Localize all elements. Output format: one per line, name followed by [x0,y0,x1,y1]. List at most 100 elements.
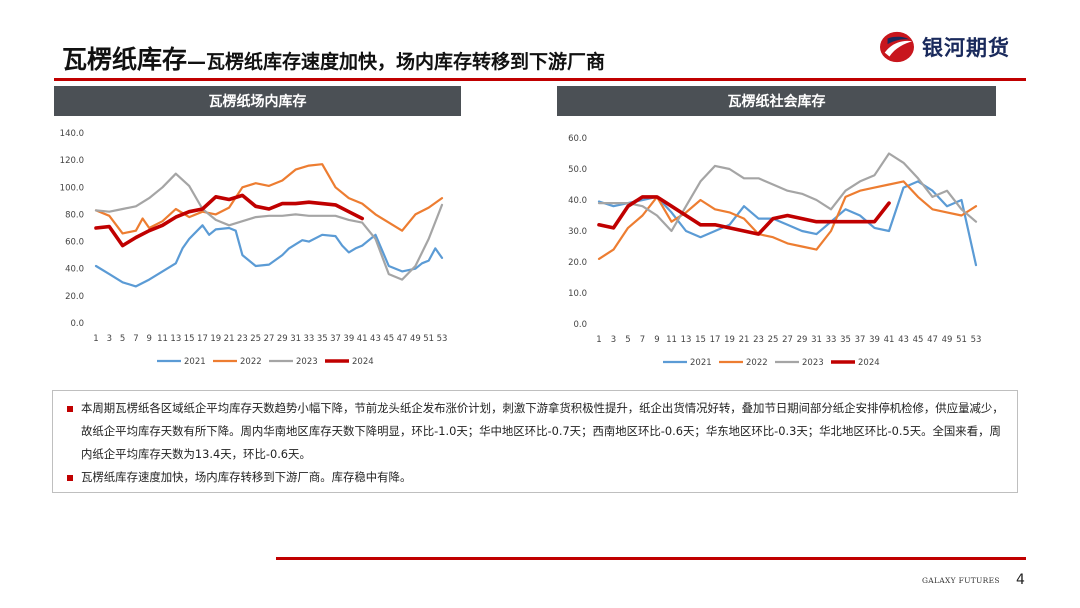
x-tick-label: 13 [170,334,181,344]
note-item: 瓦楞纸库存速度加快，场内库存转移到下游厂商。库存稳中有降。 [67,466,1007,489]
y-tick-label: 100.0 [60,183,84,193]
x-tick-label: 7 [133,334,138,344]
x-tick-label: 37 [330,334,341,344]
y-tick-label: 140.0 [60,129,84,139]
x-tick-label: 41 [357,334,368,344]
note-text: 瓦楞纸库存速度加快，场内库存转移到下游厂商。库存稳中有降。 [81,470,412,484]
y-tick-label: 30.0 [568,227,587,237]
x-tick-label: 15 [184,334,195,344]
x-tick-label: 43 [370,334,381,344]
legend-label-2024: 2024 [858,358,880,368]
logo-text: 银河期货 [922,36,1010,60]
x-tick-label: 35 [317,334,328,344]
chart-right-title: 瓦楞纸社会库存 [557,86,996,116]
y-tick-label: 50.0 [568,165,587,175]
x-tick-label: 19 [210,334,221,344]
series-line-2022 [597,180,978,260]
x-tick-label: 7 [640,335,645,345]
legend-label-2024: 2024 [352,357,374,367]
page-number: 4 [1016,572,1025,588]
legend-label-2023: 2023 [296,357,318,367]
y-tick-label: 20.0 [65,292,84,302]
x-tick-label: 11 [666,335,677,345]
company-logo: 银河期货 [878,28,1010,66]
x-tick-label: 3 [107,334,112,344]
y-tick-label: 10.0 [568,289,587,299]
series-line-2023 [94,172,444,281]
x-tick-label: 17 [710,335,721,345]
series-line-2024 [94,193,365,248]
header-divider [54,78,1026,81]
bullet-square-icon [67,406,73,412]
x-tick-label: 21 [224,334,235,344]
x-tick-label: 37 [855,335,866,345]
x-tick-label: 47 [927,335,938,345]
x-tick-label: 9 [147,334,152,344]
y-tick-label: 0.0 [573,320,587,330]
series-line-2023 [597,152,978,233]
x-tick-label: 27 [264,334,275,344]
y-tick-label: 40.0 [65,265,84,275]
x-tick-label: 27 [782,335,793,345]
x-tick-label: 29 [277,334,288,344]
series-line-2022 [94,163,444,235]
x-tick-label: 35 [840,335,851,345]
note-item: 本周期瓦楞纸各区域纸企平均库存天数趋势小幅下降，节前龙头纸企发布涨价计划，刺激下… [67,397,1007,466]
series-line-2021 [597,180,978,267]
x-tick-label: 5 [625,335,630,345]
x-tick-label: 5 [120,334,125,344]
bullet-square-icon [67,475,73,481]
page-title-sub: —瓦楞纸库存速度加快，场内库存转移到下游厂商 [187,51,606,73]
x-tick-label: 13 [681,335,692,345]
y-tick-label: 60.0 [568,134,587,144]
page-title: 瓦楞纸库存—瓦楞纸库存速度加快，场内库存转移到下游厂商 [62,40,605,76]
note-text: 本周期瓦楞纸各区域纸企平均库存天数趋势小幅下降，节前龙头纸企发布涨价计划，刺激下… [81,401,1004,461]
footer-divider [276,557,1026,560]
x-tick-label: 33 [304,334,315,344]
x-tick-label: 47 [397,334,408,344]
y-tick-label: 120.0 [60,156,84,166]
x-tick-label: 17 [197,334,208,344]
x-tick-label: 51 [956,335,967,345]
commentary-box: 本周期瓦楞纸各区域纸企平均库存天数趋势小幅下降，节前龙头纸企发布涨价计划，刺激下… [52,390,1018,493]
chart-social-inventory: 0.010.020.030.040.050.060.01 3 5 7 9 11 13 15 17… [568,134,982,368]
legend-label-2023: 2023 [802,358,824,368]
legend-label-2022: 2022 [746,358,768,368]
x-tick-label: 9 [654,335,659,345]
x-tick-label: 41 [884,335,895,345]
y-tick-label: 0.0 [70,319,84,329]
x-tick-label: 51 [423,334,434,344]
x-tick-label: 53 [437,334,448,344]
legend-label-2021: 2021 [184,357,206,367]
x-tick-label: 45 [383,334,394,344]
x-tick-label: 15 [695,335,706,345]
galaxy-logo-icon [880,31,914,63]
y-tick-label: 20.0 [568,258,587,268]
page-title-main: 瓦楞纸库存 [62,45,188,74]
x-tick-label: 11 [157,334,168,344]
series-line-2024 [597,195,891,236]
y-tick-label: 40.0 [568,196,587,206]
x-tick-label: 3 [611,335,616,345]
x-tick-label: 39 [869,335,880,345]
x-tick-label: 53 [971,335,982,345]
y-tick-label: 60.0 [65,238,84,248]
x-tick-label: 31 [290,334,301,344]
legend-label-2022: 2022 [240,357,262,367]
x-tick-label: 49 [942,335,953,345]
x-tick-label: 29 [797,335,808,345]
legend-label-2021: 2021 [690,358,712,368]
y-tick-label: 80.0 [65,210,84,220]
x-tick-label: 49 [410,334,421,344]
x-tick-label: 23 [237,334,248,344]
x-tick-label: 21 [739,335,750,345]
x-tick-label: 43 [898,335,909,345]
x-tick-label: 25 [250,334,261,344]
x-tick-label: 45 [913,335,924,345]
x-tick-label: 23 [753,335,764,345]
x-tick-label: 1 [93,334,98,344]
x-tick-label: 31 [811,335,822,345]
x-tick-label: 39 [343,334,354,344]
x-tick-label: 25 [768,335,779,345]
